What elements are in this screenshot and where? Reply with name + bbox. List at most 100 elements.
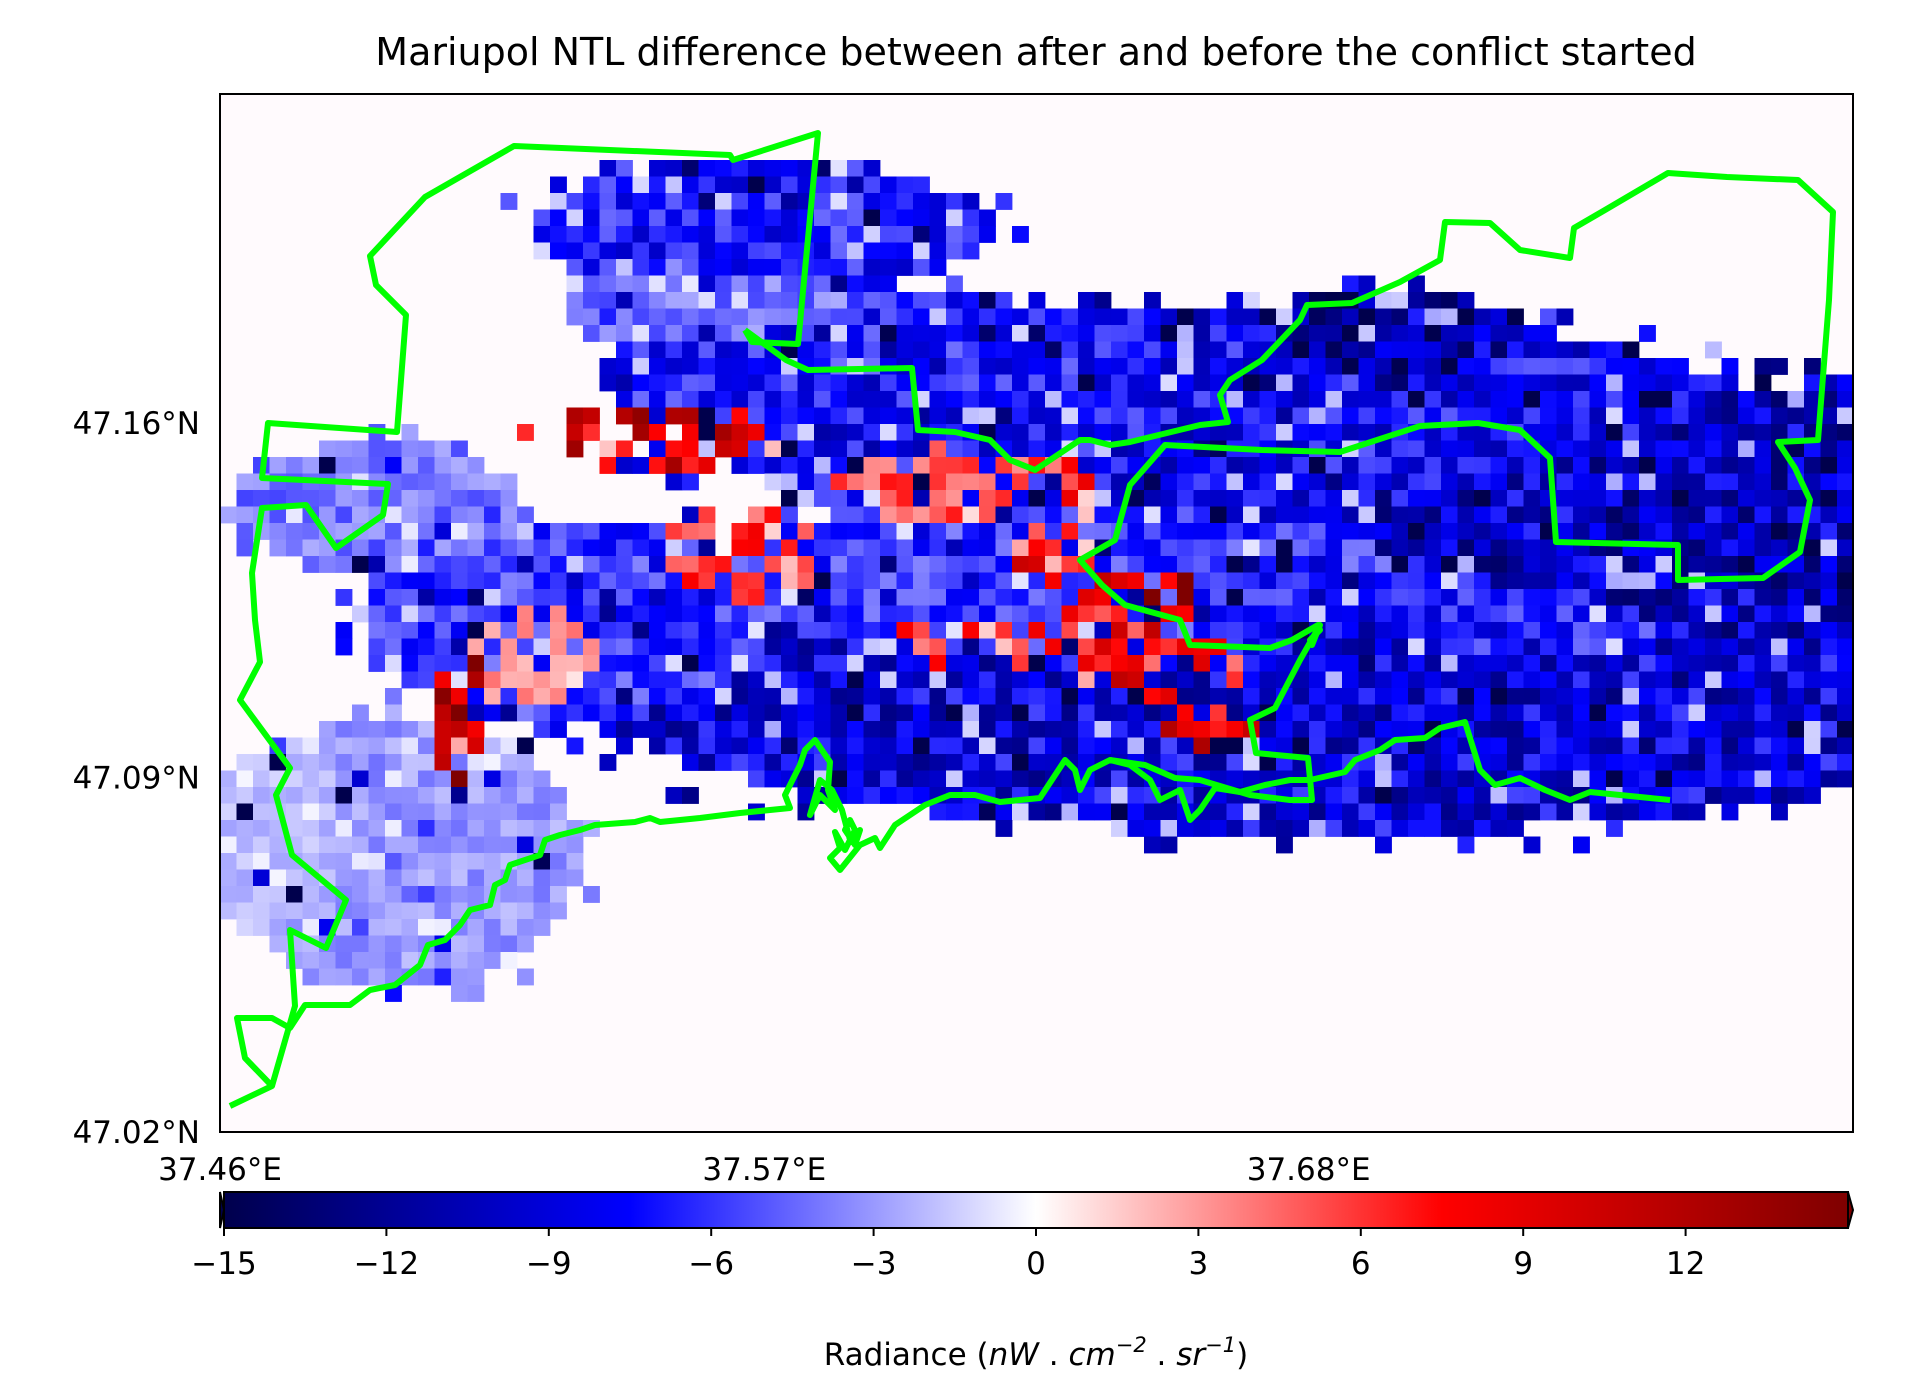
heatmap-cell: [517, 787, 534, 804]
heatmap-cell: [599, 160, 617, 177]
heatmap-cell: [781, 572, 798, 590]
heatmap-cell: [1342, 820, 1359, 837]
heatmap-cell: [583, 424, 600, 441]
heatmap-cell: [682, 193, 699, 210]
heatmap-cell: [1127, 358, 1145, 375]
heatmap-cell: [814, 523, 831, 540]
heatmap-cell: [929, 523, 947, 540]
heatmap-cell: [1837, 473, 1853, 491]
heatmap-cell: [352, 539, 369, 557]
heatmap-cell: [385, 985, 402, 1002]
heatmap-cell: [566, 440, 584, 458]
heatmap-cell: [764, 523, 782, 540]
heatmap-cell: [698, 622, 716, 639]
heatmap-cell: [418, 919, 435, 936]
heatmap-cell: [1045, 655, 1062, 672]
heatmap-cell: [533, 787, 551, 804]
heatmap-cell: [731, 523, 749, 540]
heatmap-cell: [1490, 655, 1508, 672]
heatmap-cell: [962, 209, 980, 227]
heatmap-cell: [665, 275, 683, 293]
heatmap-cell: [236, 836, 254, 854]
heatmap-cell: [1375, 556, 1392, 573]
heatmap-cell: [649, 671, 666, 689]
heatmap-cell: [1705, 704, 1722, 722]
heatmap-cell: [1490, 457, 1508, 474]
chart-title: Mariupol NTL difference between after an…: [375, 30, 1696, 74]
heatmap-cell: [1606, 391, 1623, 408]
heatmap-cell: [1804, 473, 1821, 491]
heatmap-cell: [1754, 737, 1772, 755]
heatmap-cell: [1243, 523, 1260, 540]
heatmap-cell: [1490, 473, 1508, 491]
heatmap-cell: [1738, 457, 1755, 474]
heatmap-cell: [1210, 457, 1227, 474]
heatmap-cell: [1738, 605, 1755, 623]
heatmap-cell: [665, 308, 683, 326]
heatmap-cell: [1639, 424, 1656, 441]
heatmap-cell: [1457, 506, 1475, 524]
heatmap-cell: [1688, 638, 1706, 656]
heatmap-cell: [1325, 473, 1343, 491]
heatmap-cell: [880, 523, 897, 540]
heatmap-cell: [1589, 638, 1607, 656]
heatmap-cell: [748, 341, 765, 359]
heatmap-cell: [1111, 457, 1128, 474]
heatmap-cell: [797, 556, 815, 573]
colorbar-tick-label: 0: [1026, 1246, 1046, 1282]
heatmap-cell: [814, 374, 831, 392]
heatmap-cell: [352, 721, 369, 738]
heatmap-cell: [1705, 556, 1722, 573]
heatmap-cell: [995, 341, 1013, 359]
heatmap-cell: [500, 803, 518, 821]
heatmap-cell: [632, 308, 650, 326]
heatmap-cell: [1177, 820, 1194, 837]
heatmap-cell: [962, 622, 980, 639]
heatmap-cell: [830, 556, 848, 573]
heatmap-cell: [467, 935, 485, 953]
heatmap-cell: [616, 325, 633, 342]
heatmap-cell: [748, 589, 765, 606]
heatmap-cell: [896, 539, 914, 557]
heatmap-cell: [1160, 803, 1178, 821]
heatmap-cell: [484, 589, 501, 606]
heatmap-cell: [913, 572, 930, 590]
heatmap-cell: [1721, 787, 1739, 804]
heatmap-cell: [1061, 671, 1079, 689]
heatmap-cell: [1804, 358, 1821, 375]
heatmap-cell: [1127, 622, 1145, 639]
heatmap-cell: [484, 622, 501, 639]
heatmap-cell: [632, 704, 650, 722]
heatmap-cell: [731, 193, 749, 210]
heatmap-cell: [1127, 490, 1145, 507]
heatmap-cell: [995, 556, 1013, 573]
heatmap-cell: [1490, 539, 1508, 557]
heatmap-cell: [698, 358, 716, 375]
heatmap-cell: [1705, 622, 1722, 639]
heatmap-cell: [1144, 572, 1161, 590]
heatmap-cell: [682, 242, 699, 260]
heatmap-cell: [929, 754, 947, 771]
heatmap-cell: [814, 308, 831, 326]
heatmap-cell: [1787, 770, 1805, 788]
heatmap-cell: [1226, 292, 1244, 309]
heatmap-cell: [1177, 721, 1194, 738]
heatmap-cell: [632, 391, 650, 408]
heatmap-cell: [1738, 589, 1755, 606]
heatmap-cell: [1160, 358, 1178, 375]
heatmap-cell: [1243, 424, 1260, 441]
heatmap-cell: [1672, 506, 1689, 524]
heatmap-cell: [682, 704, 699, 722]
heatmap-cell: [1655, 754, 1673, 771]
heatmap-cell: [1243, 556, 1260, 573]
heatmap-cell: [1045, 473, 1062, 491]
heatmap-cell: [566, 275, 584, 293]
heatmap-cell: [302, 556, 320, 573]
heatmap-cell: [1375, 605, 1392, 623]
heatmap-cell: [467, 638, 485, 656]
heatmap-cell: [550, 704, 567, 722]
heatmap-cell: [1259, 688, 1277, 705]
heatmap-cell: [632, 242, 650, 260]
heatmap-cell: [880, 259, 897, 276]
heatmap-cell: [1193, 374, 1211, 392]
